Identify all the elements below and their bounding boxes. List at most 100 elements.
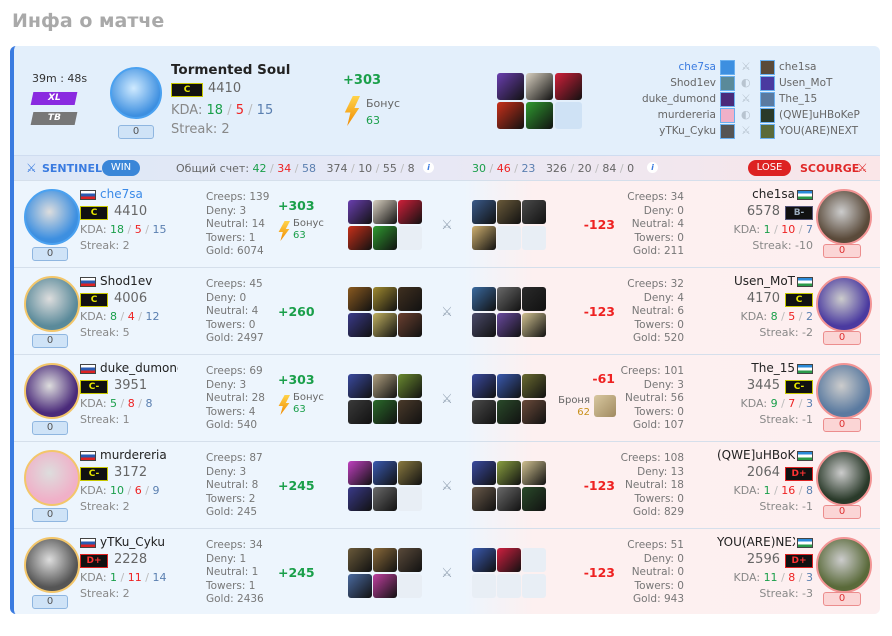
player-avatar[interactable] — [816, 363, 872, 419]
item-slot[interactable] — [398, 461, 422, 485]
item-slot[interactable] — [348, 548, 372, 572]
item-slot[interactable] — [398, 226, 422, 250]
item-slot[interactable] — [522, 461, 546, 485]
item-slot[interactable] — [497, 102, 524, 129]
scourge-player-link[interactable]: che1sa — [779, 61, 817, 73]
item-slot[interactable] — [348, 200, 372, 224]
sentinel-player-link[interactable]: yTKu_Cyku — [659, 125, 716, 137]
player-avatar[interactable] — [816, 537, 872, 593]
item-slot[interactable] — [348, 226, 372, 250]
player-name[interactable]: yTKu_Cyku — [100, 535, 165, 549]
item-slot[interactable] — [497, 461, 521, 485]
item-slot[interactable] — [373, 461, 397, 485]
item-slot[interactable] — [522, 487, 546, 511]
item-slot[interactable] — [522, 400, 546, 424]
player-avatar[interactable] — [24, 537, 80, 593]
player-name[interactable]: Shod1ev — [100, 274, 153, 288]
item-slot[interactable] — [398, 548, 422, 572]
item-slot[interactable] — [522, 548, 546, 572]
sentinel-player-link[interactable]: duke_dumond — [641, 93, 716, 105]
player-avatar[interactable] — [24, 189, 80, 245]
player-name[interactable]: YOU(ARE)NEXT — [717, 535, 795, 549]
item-slot[interactable] — [497, 487, 521, 511]
player-name[interactable]: che7sa — [100, 187, 143, 201]
item-slot[interactable] — [373, 287, 397, 311]
item-slot[interactable] — [373, 313, 397, 337]
item-slot[interactable] — [497, 287, 521, 311]
scourge-info-icon[interactable]: i — [647, 162, 658, 173]
item-slot[interactable] — [348, 287, 372, 311]
item-slot[interactable] — [497, 400, 521, 424]
item-slot[interactable] — [373, 574, 397, 598]
item-slot[interactable] — [472, 226, 496, 250]
player-avatar[interactable] — [816, 276, 872, 332]
scourge-player-link[interactable]: The_15 — [779, 93, 818, 105]
player-rating: 6578 — [746, 204, 780, 219]
item-slot[interactable] — [472, 574, 496, 598]
item-slot[interactable] — [398, 487, 422, 511]
item-slot[interactable] — [526, 73, 553, 100]
item-slot[interactable] — [348, 374, 372, 398]
sentinel-player-link[interactable]: che7sa — [678, 61, 716, 73]
scourge-player-link[interactable]: YOU(ARE)NEXT — [779, 125, 859, 137]
item-slot[interactable] — [472, 461, 496, 485]
item-slot[interactable] — [555, 102, 582, 129]
player-name[interactable]: Usen_MoT — [733, 274, 795, 288]
sentinel-player-link[interactable]: murdereria — [657, 109, 716, 121]
item-slot[interactable] — [497, 548, 521, 572]
item-slot[interactable] — [398, 574, 422, 598]
item-slot[interactable] — [497, 574, 521, 598]
scourge-player-link[interactable]: Usen_MoT — [779, 77, 833, 89]
item-slot[interactable] — [522, 200, 546, 224]
item-slot[interactable] — [398, 374, 422, 398]
item-slot[interactable] — [398, 200, 422, 224]
item-slot[interactable] — [472, 200, 496, 224]
item-slot[interactable] — [497, 374, 521, 398]
player-avatar[interactable] — [816, 450, 872, 506]
item-slot[interactable] — [522, 287, 546, 311]
player-avatar[interactable] — [24, 363, 80, 419]
item-slot[interactable] — [472, 487, 496, 511]
player-name[interactable]: (QWE]uHBoKeP — [717, 448, 795, 462]
scourge-player-link[interactable]: (QWE]uHBoKeP — [779, 109, 860, 121]
item-slot[interactable] — [472, 400, 496, 424]
item-slot[interactable] — [497, 313, 521, 337]
item-slot[interactable] — [348, 313, 372, 337]
item-slot[interactable] — [348, 574, 372, 598]
item-slot[interactable] — [522, 226, 546, 250]
player-avatar[interactable] — [24, 450, 80, 506]
item-slot[interactable] — [373, 226, 397, 250]
player-avatar[interactable] — [816, 189, 872, 245]
item-slot[interactable] — [348, 400, 372, 424]
item-slot[interactable] — [373, 200, 397, 224]
item-slot[interactable] — [373, 487, 397, 511]
player-name[interactable]: che1sa — [752, 187, 795, 201]
towers: Towers: 0 — [634, 579, 684, 592]
item-slot[interactable] — [373, 548, 397, 572]
item-slot[interactable] — [398, 313, 422, 337]
sentinel-info-icon[interactable]: i — [423, 162, 434, 173]
item-slot[interactable] — [522, 374, 546, 398]
player-name[interactable]: duke_dumond — [100, 361, 178, 375]
item-slot[interactable] — [398, 400, 422, 424]
item-slot[interactable] — [348, 461, 372, 485]
item-slot[interactable] — [497, 226, 521, 250]
item-slot[interactable] — [472, 287, 496, 311]
item-slot[interactable] — [348, 487, 372, 511]
item-slot[interactable] — [398, 287, 422, 311]
item-slot[interactable] — [555, 73, 582, 100]
item-slot[interactable] — [522, 313, 546, 337]
player-name[interactable]: murdereria — [100, 448, 167, 462]
item-slot[interactable] — [472, 548, 496, 572]
item-slot[interactable] — [472, 374, 496, 398]
item-slot[interactable] — [472, 313, 496, 337]
item-slot[interactable] — [526, 102, 553, 129]
item-slot[interactable] — [497, 73, 524, 100]
item-slot[interactable] — [522, 574, 546, 598]
item-slot[interactable] — [373, 400, 397, 424]
player-avatar[interactable] — [24, 276, 80, 332]
sentinel-player-link[interactable]: Shod1ev — [670, 77, 716, 89]
item-slot[interactable] — [497, 200, 521, 224]
item-slot[interactable] — [373, 374, 397, 398]
player-name[interactable]: The_15 — [751, 361, 795, 375]
